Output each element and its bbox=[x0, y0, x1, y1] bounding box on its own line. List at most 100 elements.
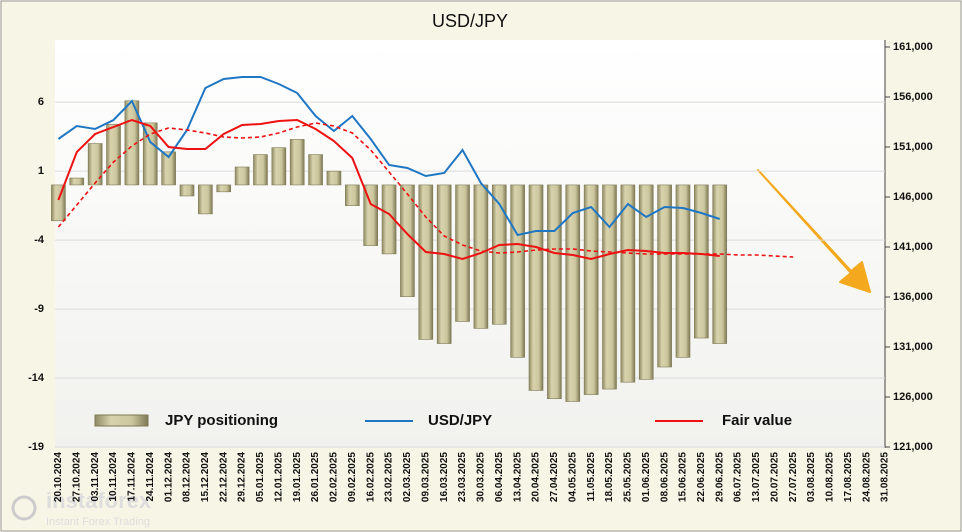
bar bbox=[712, 184, 728, 344]
bar bbox=[565, 184, 581, 402]
x-tick-label: 27.07.2025 bbox=[788, 452, 799, 502]
x-tick-label: 10.08.2025 bbox=[825, 452, 836, 502]
x-tick-label: 13.07.2025 bbox=[751, 452, 762, 502]
bar bbox=[657, 184, 672, 368]
x-tick-label: 27.10.2024 bbox=[71, 452, 82, 502]
x-tick-label: 29.06.2025 bbox=[714, 452, 725, 502]
x-tick-label: 20.10.2024 bbox=[53, 452, 64, 502]
bar bbox=[253, 154, 268, 186]
x-tick-label: 17.11.2024 bbox=[127, 452, 138, 502]
x-tick-label: 03.11.2024 bbox=[90, 452, 101, 502]
line bbox=[57, 76, 721, 237]
x-tick-label: 31.08.2025 bbox=[880, 452, 891, 502]
bar bbox=[455, 184, 470, 322]
bar bbox=[528, 184, 544, 391]
legend-label: Fair value bbox=[722, 412, 792, 429]
x-tick-label: 02.02.2025 bbox=[329, 452, 340, 502]
plot-area bbox=[55, 40, 885, 448]
x-tick-label: 23.02.2025 bbox=[384, 452, 395, 502]
y2-tick-label: 126,000 bbox=[893, 391, 933, 403]
bar bbox=[69, 177, 85, 186]
x-tick-label: 24.11.2024 bbox=[145, 452, 156, 502]
x-tick-label: 10.11.2024 bbox=[108, 452, 119, 502]
x-tick-label: 27.04.2025 bbox=[549, 452, 560, 502]
bar bbox=[418, 184, 434, 340]
x-tick-label: 02.03.2025 bbox=[402, 452, 413, 502]
chart-title: USD/JPY bbox=[432, 11, 508, 31]
bar bbox=[51, 184, 66, 222]
x-tick-label: 18.05.2025 bbox=[604, 452, 615, 502]
x-tick-label: 23.03.2025 bbox=[457, 452, 468, 502]
x-tick-label: 24.08.2025 bbox=[861, 452, 872, 502]
x-tick-label: 22.06.2025 bbox=[696, 452, 707, 502]
bar bbox=[161, 151, 176, 186]
x-tick-label: 17.08.2025 bbox=[843, 452, 854, 502]
bar bbox=[345, 184, 360, 206]
x-tick-label: 08.06.2025 bbox=[659, 452, 670, 502]
bar bbox=[289, 139, 305, 186]
bar bbox=[510, 184, 525, 358]
x-tick-label: 13.04.2025 bbox=[512, 452, 523, 502]
bar bbox=[363, 184, 378, 246]
x-tick-label: 15.06.2025 bbox=[678, 452, 689, 502]
y-tick-label: -14 bbox=[28, 372, 45, 384]
legend-label: USD/JPY bbox=[428, 412, 492, 429]
line bbox=[57, 118, 720, 261]
x-tick-label: 06.07.2025 bbox=[733, 452, 744, 502]
y2-tick-label: 121,000 bbox=[893, 441, 933, 453]
dashed-line bbox=[57, 122, 794, 258]
bar bbox=[308, 154, 323, 186]
trend-arrow bbox=[757, 169, 871, 293]
x-tick-label: 06.04.2025 bbox=[494, 452, 505, 502]
y-tick-label: -4 bbox=[34, 234, 45, 246]
logo: instaforex Instant Forex Trading bbox=[11, 488, 152, 528]
bar bbox=[694, 184, 709, 339]
x-tick-label: 25.05.2025 bbox=[623, 452, 634, 502]
x-tick-label: 08.12.2024 bbox=[182, 452, 193, 502]
bar bbox=[473, 184, 489, 329]
x-tick-label: 12.01.2025 bbox=[273, 452, 284, 502]
x-tick-label: 30.03.2025 bbox=[476, 452, 487, 502]
legend-swatch bbox=[94, 414, 149, 427]
x-tick-label: 16.03.2025 bbox=[439, 452, 450, 502]
bar bbox=[234, 166, 250, 186]
y2-tick-label: 161,000 bbox=[893, 41, 933, 53]
y2-tick-label: 141,000 bbox=[893, 241, 933, 253]
x-tick-label: 29.12.2024 bbox=[237, 452, 248, 502]
bar bbox=[326, 170, 342, 186]
y2-tick-label: 131,000 bbox=[893, 341, 933, 353]
bar bbox=[179, 184, 195, 197]
bar bbox=[602, 184, 617, 390]
x-tick-label: 03.08.2025 bbox=[806, 452, 817, 502]
x-tick-label: 20.07.2025 bbox=[769, 452, 780, 502]
y2-tick-label: 156,000 bbox=[893, 91, 933, 103]
y2-tick-label: 146,000 bbox=[893, 191, 933, 203]
bar bbox=[142, 122, 158, 186]
y-tick-label: -9 bbox=[34, 303, 44, 315]
logo-tagline: Instant Forex Trading bbox=[46, 516, 150, 528]
bar bbox=[400, 184, 415, 297]
x-tick-label: 01.06.2025 bbox=[641, 452, 652, 502]
bar bbox=[620, 184, 636, 383]
x-tick-label: 26.01.2025 bbox=[310, 452, 321, 502]
y2-tick-label: 136,000 bbox=[893, 291, 933, 303]
x-tick-label: 09.02.2025 bbox=[347, 452, 358, 502]
y-tick-label: -19 bbox=[28, 441, 44, 453]
bar bbox=[491, 184, 507, 325]
x-tick-label: 11.05.2025 bbox=[586, 452, 597, 502]
x-tick-label: 20.04.2025 bbox=[531, 452, 542, 502]
y2-tick-label: 151,000 bbox=[893, 141, 933, 153]
x-tick-label: 09.03.2025 bbox=[420, 452, 431, 502]
bar bbox=[87, 143, 103, 186]
x-tick-label: 05.01.2025 bbox=[255, 452, 266, 502]
bar bbox=[381, 184, 397, 255]
bar bbox=[216, 184, 232, 193]
bar bbox=[583, 184, 599, 395]
x-tick-label: 01.12.2024 bbox=[163, 452, 174, 502]
x-tick-label: 22.12.2024 bbox=[218, 452, 229, 502]
y-tick-label: 6 bbox=[38, 96, 44, 108]
bar bbox=[638, 184, 654, 380]
bar bbox=[198, 184, 213, 215]
x-tick-label: 16.02.2025 bbox=[365, 452, 376, 502]
